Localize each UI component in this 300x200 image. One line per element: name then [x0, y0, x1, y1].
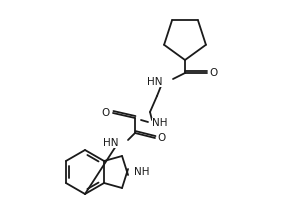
Text: O: O — [210, 68, 218, 78]
Text: O: O — [102, 108, 110, 118]
Text: HN: HN — [148, 77, 163, 87]
Text: HN: HN — [103, 138, 118, 148]
Text: NH: NH — [152, 118, 168, 128]
Text: NH: NH — [134, 167, 150, 177]
Text: O: O — [158, 133, 166, 143]
